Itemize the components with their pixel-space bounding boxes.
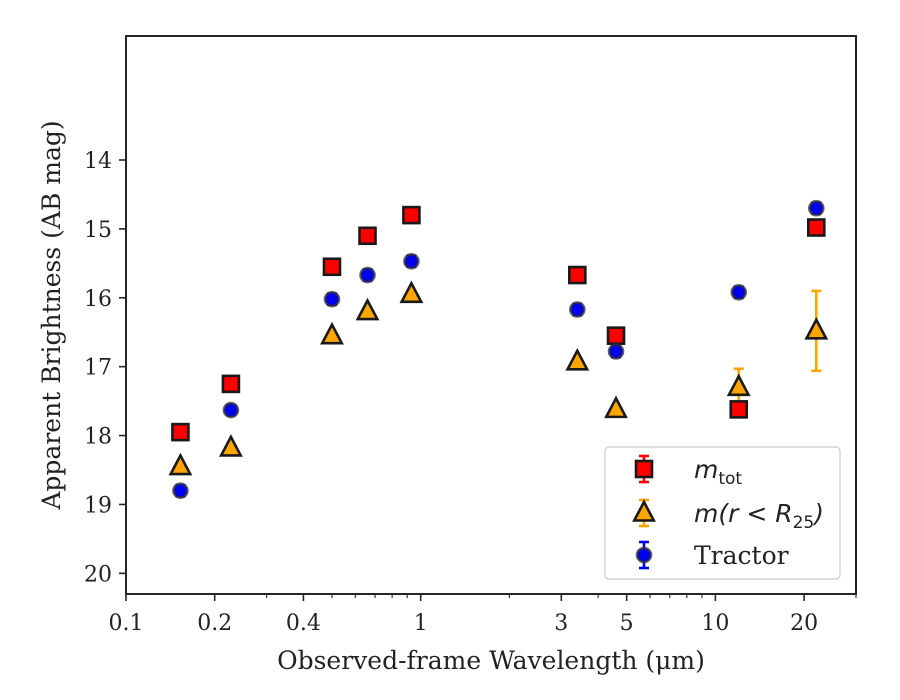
- triangle-point: [565, 347, 590, 371]
- plot-frame: [125, 35, 857, 595]
- triangle-point: [168, 452, 193, 476]
- square-point: [729, 400, 749, 419]
- square-point: [807, 218, 826, 237]
- circle-point: [730, 283, 748, 301]
- legend-label: Tractor: [694, 541, 789, 570]
- triangle-point: [604, 395, 628, 419]
- triangle-point: [320, 321, 344, 345]
- square-point: [221, 374, 241, 394]
- legend-label: m(r < R25): [694, 499, 824, 533]
- circle-point: [172, 482, 189, 499]
- triangle-point: [804, 316, 829, 340]
- legend-circle-marker: [635, 546, 653, 564]
- triangle-point: [399, 280, 424, 304]
- x-tick-label: 0.2: [197, 611, 232, 636]
- circle-point: [222, 401, 240, 419]
- circle-point: [607, 343, 625, 360]
- legend-triangle-marker: [632, 499, 656, 522]
- ticks-layer: 0.1 0.2 0.4 1 3 5 10 20 14 15 16 17 18 19 20: [84, 149, 857, 636]
- circle-point: [403, 252, 420, 270]
- square-point: [322, 257, 342, 277]
- triangle-point: [726, 373, 751, 397]
- square-point: [606, 326, 626, 345]
- circle-point: [569, 301, 586, 318]
- legend-box: [604, 446, 841, 580]
- square-point: [358, 226, 377, 246]
- y-tick-label: 20: [84, 562, 112, 587]
- x-axis-label: Observed-frame Wavelength (μm): [277, 646, 705, 675]
- x-tick-label: 10: [701, 611, 729, 636]
- legend-label: mtot: [694, 455, 742, 489]
- legend-square-marker: [634, 459, 654, 479]
- triangle-point: [218, 434, 243, 457]
- y-axis-label: Apparent Brightness (AB mag): [37, 120, 66, 510]
- square-point: [402, 205, 421, 225]
- y-tick-label: 17: [84, 356, 112, 381]
- x-tick-label: 5: [620, 611, 634, 636]
- circle-point: [359, 266, 376, 284]
- triangle-point: [355, 297, 380, 321]
- y-tick-label: 19: [84, 493, 112, 518]
- y-tick-label: 16: [84, 287, 112, 312]
- legend: mtot m(r < R25) Tractor: [604, 446, 841, 580]
- y-tick-label: 15: [84, 218, 112, 243]
- x-tick-label: 1: [414, 611, 428, 636]
- y-tick-label: 18: [84, 425, 112, 450]
- y-tick-label: 14: [84, 149, 112, 174]
- x-tick-label: 20: [790, 611, 818, 636]
- square-point: [171, 422, 190, 442]
- x-tick-label: 0.1: [109, 611, 144, 636]
- circle-point: [808, 199, 825, 217]
- x-tick-label: 0.4: [286, 611, 321, 636]
- circle-point: [323, 290, 341, 308]
- x-tick-label: 3: [554, 611, 568, 636]
- square-point: [568, 265, 587, 285]
- points-layer: [168, 199, 829, 499]
